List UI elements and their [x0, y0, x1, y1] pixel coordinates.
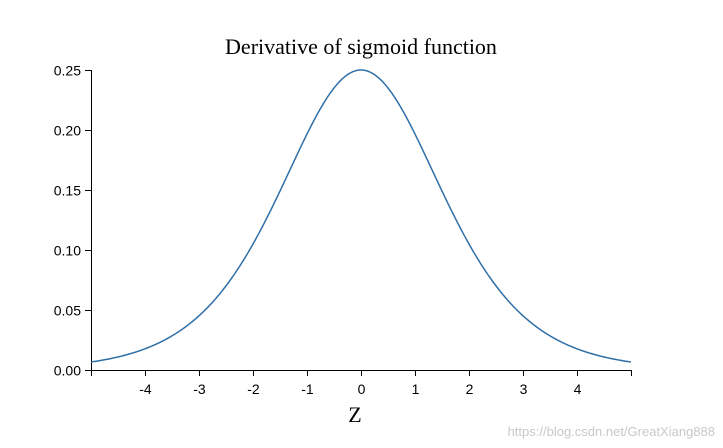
x-tick-label: 3 [520, 381, 528, 397]
x-tick-label: 0 [358, 381, 366, 397]
y-axis-domain [85, 70, 92, 371]
y-tick-label: 0.05 [54, 303, 81, 319]
series-line [90, 69, 632, 363]
x-tick-label: -2 [247, 381, 260, 397]
x-axis-label: Z [348, 402, 361, 427]
y-tick-label: 0.10 [54, 243, 81, 259]
x-tick-label: -4 [139, 381, 152, 397]
x-tick-label: 2 [466, 381, 474, 397]
y-axis: 0.00 0.05 0.10 0.15 0.20 0.25 [54, 63, 92, 379]
x-tick-label: 4 [574, 381, 582, 397]
x-tick-label: -1 [301, 381, 314, 397]
y-tick-label: 0.15 [54, 183, 81, 199]
chart-title: Derivative of sigmoid function [225, 34, 497, 59]
x-tick-label: 1 [412, 381, 420, 397]
watermark: https://blog.csdn.net/GreatXiang888 [508, 424, 715, 439]
plot-area [90, 69, 632, 363]
x-axis: -4 -3 -2 -1 0 1 2 3 4 [91, 370, 632, 397]
y-tick-label: 0.25 [54, 63, 81, 79]
y-tick-label: 0.00 [54, 363, 81, 379]
y-tick-label: 0.20 [54, 123, 81, 139]
x-tick-label: -3 [193, 381, 206, 397]
